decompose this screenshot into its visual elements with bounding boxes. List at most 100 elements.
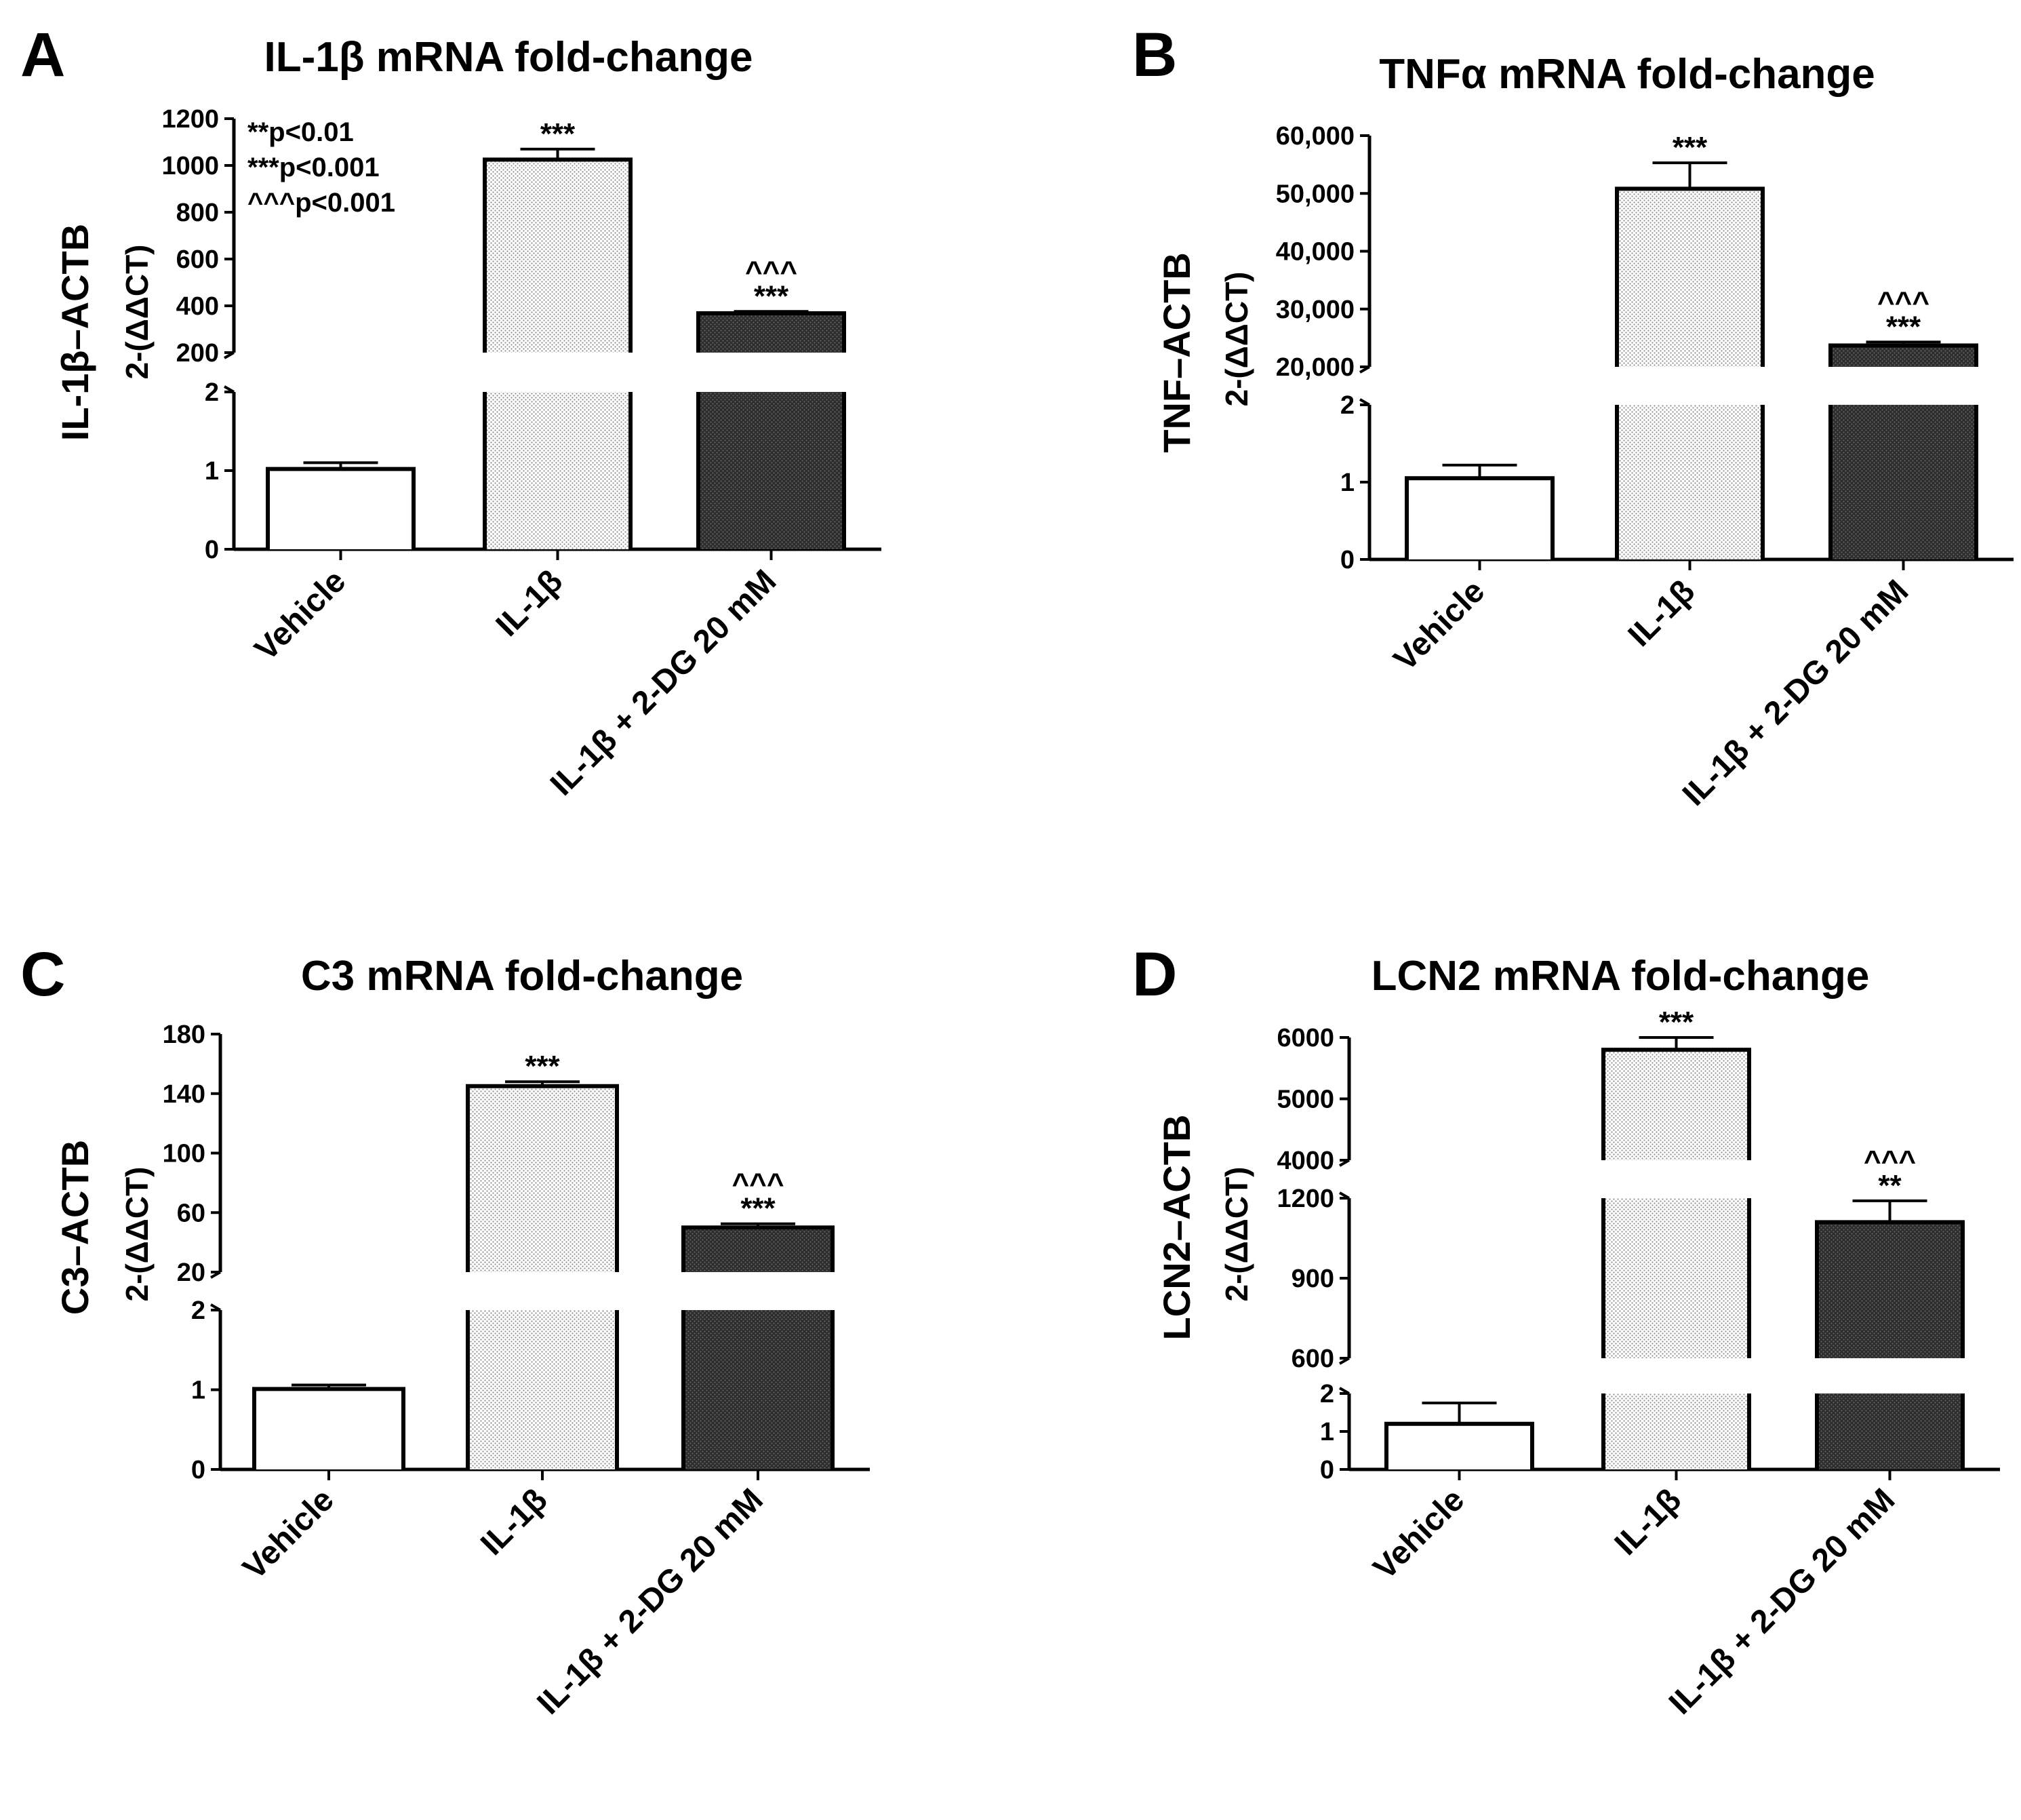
x-tick-label: IL-1β — [474, 1482, 555, 1562]
bar — [1817, 1222, 1963, 1358]
bar — [1407, 478, 1553, 559]
significance-note: ***p<0.001 — [247, 153, 380, 182]
y-axis-label: C3–ACTB — [54, 1140, 96, 1315]
bar — [698, 313, 844, 353]
x-tick-label: IL-1β + 2-DG 20 mM — [1662, 1482, 1902, 1721]
x-tick-label: Vehicle — [236, 1482, 340, 1586]
axis-break-mark — [1339, 1387, 1350, 1395]
y-tick-label: 100 — [163, 1140, 205, 1168]
panel-letter-d: D — [1132, 940, 1177, 1009]
y-tick-label: 600 — [176, 245, 219, 274]
x-tick-label: IL-1β — [489, 563, 570, 644]
bar — [1617, 405, 1763, 559]
significance-marker: *** — [1673, 131, 1708, 164]
y-tick-label: 20 — [177, 1259, 205, 1287]
bar — [1830, 405, 1976, 559]
x-tick-label: Vehicle — [1367, 1482, 1471, 1586]
significance-marker: ^^^ — [732, 1168, 784, 1201]
panel-letter-b: B — [1132, 20, 1177, 90]
y-tick-label: 1200 — [161, 105, 219, 134]
y-tick-label: 2 — [1340, 391, 1355, 420]
significance-note: **p<0.01 — [247, 117, 354, 147]
axis-break-mark — [1339, 1191, 1350, 1200]
bar — [1830, 345, 1976, 367]
y-tick-label: 2 — [205, 378, 219, 407]
y-tick-label: 4000 — [1277, 1147, 1334, 1175]
panel-b: B TNFα mRNA fold-change TNF–ACTB 2-(ΔΔCT… — [1132, 20, 2014, 813]
significance-marker: *** — [540, 117, 576, 151]
y-tick-label: 1200 — [1277, 1185, 1334, 1213]
bar — [698, 392, 844, 549]
x-tick-label: Vehicle — [1387, 573, 1492, 677]
y-tick-label: 140 — [163, 1080, 205, 1109]
bar — [1603, 1393, 1749, 1469]
y-tick-label: 900 — [1292, 1265, 1334, 1293]
x-tick-label: IL-1β + 2-DG 20 mM — [544, 563, 783, 802]
chart-title: LCN2 mRNA fold-change — [1372, 953, 1870, 1000]
axis-break-mark — [1359, 365, 1370, 374]
axis-break-mark — [1359, 398, 1370, 406]
axis-break-mark — [210, 1271, 221, 1279]
significance-marker: ^^^ — [745, 255, 797, 288]
significance-marker: ** — [1878, 1169, 1902, 1202]
bar — [1603, 1050, 1749, 1160]
panel-a: A IL-1β mRNA fold-change IL-1β–ACTB 2-(Δ… — [20, 20, 881, 803]
y-axis-sublabel: 2-(ΔΔCT) — [1219, 1167, 1254, 1302]
y-tick-label: 60,000 — [1276, 122, 1355, 151]
y-axis-sublabel: 2-(ΔΔCT) — [119, 245, 155, 380]
bar — [683, 1227, 833, 1272]
y-tick-label: 1 — [1340, 469, 1355, 497]
y-tick-label: 400 — [176, 292, 219, 321]
bar — [468, 1086, 617, 1272]
y-axis-label: LCN2–ACTB — [1155, 1115, 1198, 1341]
y-tick-label: 50,000 — [1276, 180, 1355, 208]
significance-marker: ^^^ — [1877, 285, 1929, 319]
axis-break-mark — [1339, 1159, 1350, 1167]
bar — [254, 1389, 403, 1469]
y-axis-label: TNF–ACTB — [1155, 252, 1198, 453]
axis-break-mark — [210, 1303, 221, 1311]
y-axis-label: IL-1β–ACTB — [54, 224, 96, 441]
y-tick-label: 800 — [176, 199, 219, 227]
axis-break-mark — [224, 385, 235, 393]
significance-marker: *** — [525, 1050, 560, 1083]
significance-marker: *** — [754, 279, 789, 313]
y-tick-label: 6000 — [1277, 1024, 1334, 1052]
bar — [683, 1310, 833, 1469]
bar — [485, 159, 631, 353]
axis-break-mark — [1339, 1357, 1350, 1365]
y-tick-label: 600 — [1292, 1345, 1334, 1373]
y-axis-sublabel: 2-(ΔΔCT) — [119, 1167, 155, 1302]
y-tick-label: 1 — [1320, 1418, 1334, 1446]
y-tick-label: 5000 — [1277, 1086, 1334, 1114]
y-tick-label: 0 — [1320, 1456, 1334, 1484]
y-tick-label: 40,000 — [1276, 238, 1355, 266]
significance-marker: *** — [1659, 1006, 1694, 1039]
panel-c: C C3 mRNA fold-change C3–ACTB 2-(ΔΔCT) 0… — [20, 940, 870, 1722]
panel-letter-c: C — [20, 940, 65, 1009]
y-tick-label: 1 — [205, 457, 219, 486]
y-tick-label: 0 — [1340, 546, 1355, 574]
bar — [485, 392, 631, 549]
y-tick-label: 180 — [163, 1021, 205, 1049]
bar — [1617, 189, 1763, 367]
x-tick-label: IL-1β + 2-DG 20 mM — [530, 1482, 769, 1721]
chart-title: IL-1β mRNA fold-change — [264, 34, 753, 81]
y-tick-label: 1 — [191, 1377, 205, 1405]
bar — [468, 1310, 617, 1469]
y-tick-label: 60 — [177, 1199, 205, 1227]
bar — [268, 469, 414, 549]
axis-break-mark — [224, 351, 235, 359]
significance-marker: *** — [1886, 310, 1921, 343]
y-tick-label: 1000 — [161, 152, 219, 180]
chart-title: C3 mRNA fold-change — [301, 953, 743, 1000]
y-tick-label: 0 — [205, 536, 219, 564]
y-tick-label: 0 — [191, 1456, 205, 1484]
panel-letter-a: A — [20, 20, 65, 90]
x-tick-label: IL-1β — [1622, 573, 1702, 654]
